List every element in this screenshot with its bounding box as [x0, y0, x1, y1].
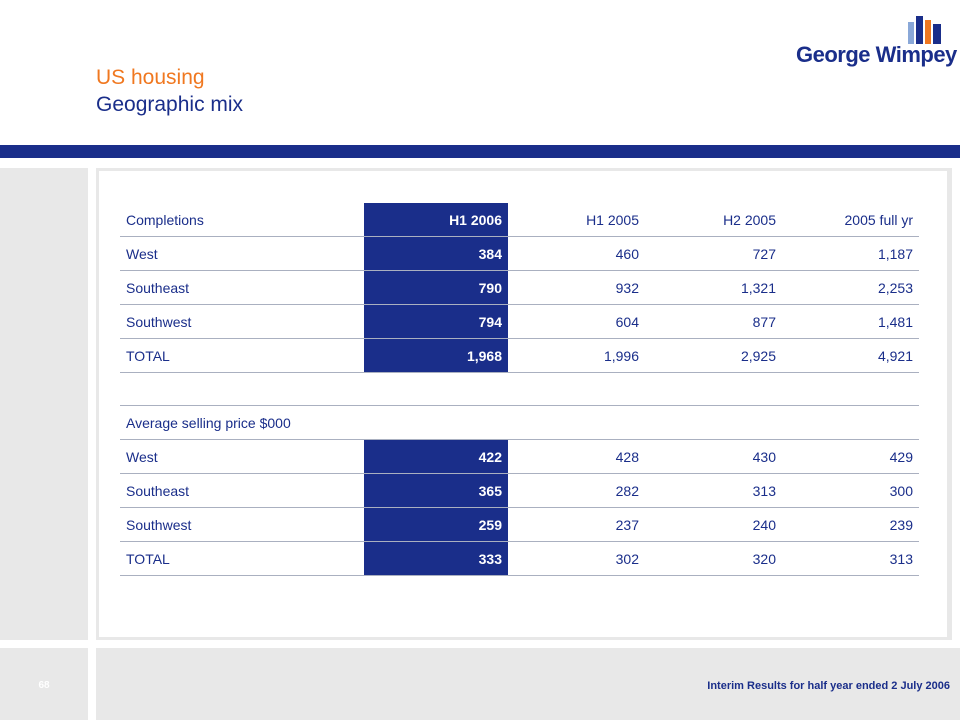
header-h1-2005: H1 2005	[508, 203, 645, 237]
asp-header-label: Average selling price $000	[120, 405, 508, 440]
row-label: Southeast	[120, 270, 364, 305]
company-logo: George Wimpey	[796, 12, 957, 72]
completions-header-row: Completions H1 2006 H1 2005 H2 2005 2005…	[120, 203, 919, 237]
table-row: Southwest 259 237 240 239	[120, 507, 919, 542]
cell-h1-2005: 302	[508, 541, 645, 576]
row-label: Southwest	[120, 304, 364, 339]
footer-caption: Interim Results for half year ended 2 Ju…	[707, 680, 950, 692]
cell-h2-2005: 2,925	[645, 338, 782, 373]
header-h2-2005: H2 2005	[645, 203, 782, 237]
asp-table: Average selling price $000 West 422 428 …	[120, 405, 919, 576]
asp-header-row: Average selling price $000	[120, 405, 919, 440]
footer-right-block	[96, 648, 960, 720]
cell-h1-2006: 333	[364, 541, 508, 576]
table-row: West 384 460 727 1,187	[120, 236, 919, 271]
title-line-2: Geographic mix	[96, 93, 244, 116]
cell-h1-2005: 1,996	[508, 338, 645, 373]
cell-h1-2006: 1,968	[364, 338, 508, 373]
header-label: Completions	[120, 203, 364, 237]
cell-h1-2006: 259	[364, 507, 508, 542]
cell-h1-2006: 794	[364, 304, 508, 339]
cell-h1-2005: 932	[508, 270, 645, 305]
cell-full-yr: 4,921	[782, 338, 919, 373]
table-row-total: TOTAL 333 302 320 313	[120, 541, 919, 576]
logo-mark-icon	[908, 16, 941, 44]
cell-full-yr: 1,481	[782, 304, 919, 339]
row-label: Southwest	[120, 507, 364, 542]
cell-full-yr: 1,187	[782, 236, 919, 271]
cell-h1-2005: 460	[508, 236, 645, 271]
cell-h1-2005: 282	[508, 473, 645, 508]
cell-h2-2005: 1,321	[645, 270, 782, 305]
logo-wordmark: George Wimpey	[796, 42, 957, 67]
row-label: TOTAL	[120, 541, 364, 576]
table-row: West 422 428 430 429	[120, 439, 919, 474]
table-row: Southeast 365 282 313 300	[120, 473, 919, 508]
cell-full-yr: 239	[782, 507, 919, 542]
cell-h2-2005: 430	[645, 439, 782, 474]
cell-h1-2006: 384	[364, 236, 508, 271]
cell-h2-2005: 313	[645, 473, 782, 508]
row-label: West	[120, 236, 364, 271]
cell-h2-2005: 240	[645, 507, 782, 542]
left-sidebar-panel	[0, 168, 88, 640]
cell-h2-2005: 320	[645, 541, 782, 576]
page-number: 68	[38, 680, 50, 691]
row-label: Southeast	[120, 473, 364, 508]
cell-h2-2005: 727	[645, 236, 782, 271]
cell-full-yr: 313	[782, 541, 919, 576]
title-line-1: US housing	[96, 66, 205, 89]
cell-full-yr: 300	[782, 473, 919, 508]
completions-table: Completions H1 2006 H1 2005 H2 2005 2005…	[120, 203, 919, 373]
cell-h1-2006: 790	[364, 270, 508, 305]
table-row: Southwest 794 604 877 1,481	[120, 304, 919, 339]
cell-h2-2005: 877	[645, 304, 782, 339]
cell-h1-2006: 422	[364, 439, 508, 474]
row-label: West	[120, 439, 364, 474]
cell-h1-2005: 428	[508, 439, 645, 474]
header-h1-2006: H1 2006	[364, 203, 508, 237]
footer-left-block	[0, 648, 88, 720]
cell-h1-2005: 604	[508, 304, 645, 339]
table-row: Southeast 790 932 1,321 2,253	[120, 270, 919, 305]
header-band	[0, 145, 960, 158]
cell-full-yr: 2,253	[782, 270, 919, 305]
header-2005-full-yr: 2005 full yr	[782, 203, 919, 237]
table-row-total: TOTAL 1,968 1,996 2,925 4,921	[120, 338, 919, 373]
slide-title: US housing Geographic mix	[96, 64, 243, 118]
cell-full-yr: 429	[782, 439, 919, 474]
cell-h1-2006: 365	[364, 473, 508, 508]
cell-h1-2005: 237	[508, 507, 645, 542]
row-label: TOTAL	[120, 338, 364, 373]
